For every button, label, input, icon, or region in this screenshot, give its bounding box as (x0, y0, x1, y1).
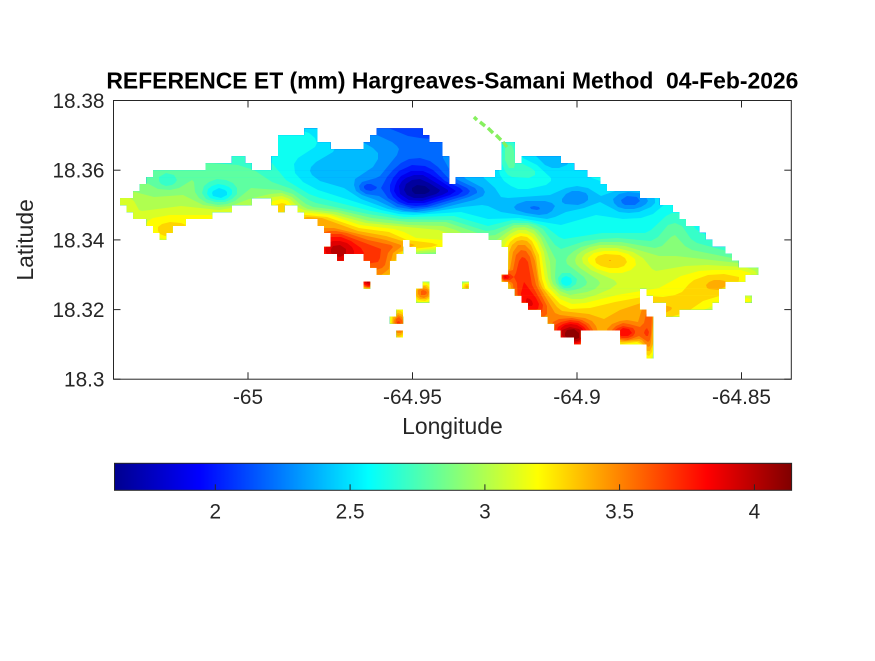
svg-text:18.32: 18.32 (52, 299, 104, 322)
svg-text:3: 3 (479, 501, 491, 524)
svg-text:-65: -65 (233, 386, 263, 409)
svg-text:3.5: 3.5 (605, 501, 634, 524)
svg-text:-64.85: -64.85 (712, 386, 771, 409)
svg-text:2: 2 (210, 501, 222, 524)
svg-text:REFERENCE ET (mm) Hargreaves-S: REFERENCE ET (mm) Hargreaves-Samani Meth… (106, 68, 798, 94)
svg-text:18.34: 18.34 (52, 229, 104, 252)
svg-text:18.3: 18.3 (64, 369, 104, 392)
svg-text:18.36: 18.36 (52, 160, 104, 183)
svg-text:Longitude: Longitude (402, 413, 503, 439)
svg-text:18.38: 18.38 (52, 90, 104, 113)
svg-text:-64.95: -64.95 (383, 386, 442, 409)
svg-text:2.5: 2.5 (336, 501, 365, 524)
svg-text:-64.9: -64.9 (553, 386, 600, 409)
svg-text:4: 4 (749, 501, 761, 524)
svg-text:Latitude: Latitude (12, 199, 38, 280)
